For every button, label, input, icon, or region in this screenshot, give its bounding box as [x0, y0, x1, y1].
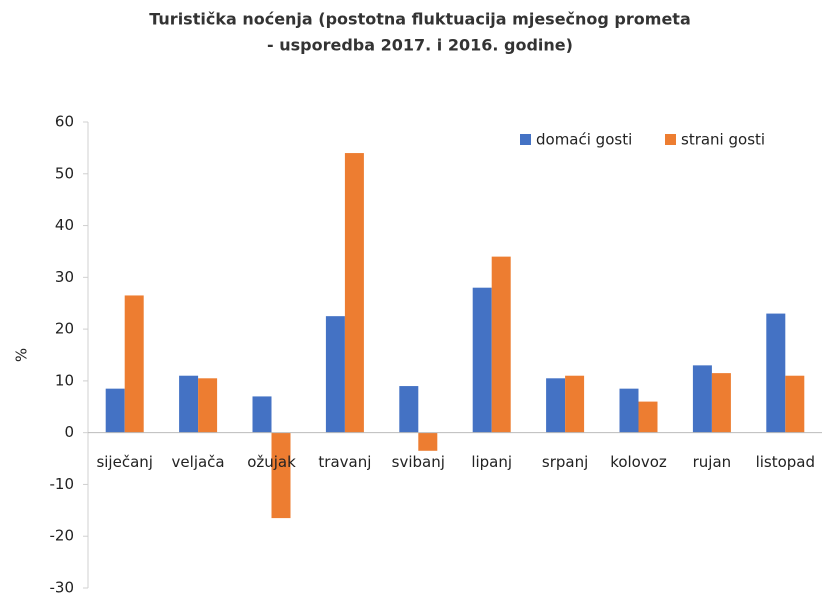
- bar: [565, 375, 585, 433]
- legend-label: domaći gosti: [536, 131, 632, 149]
- y-tick-label: -10: [50, 475, 75, 493]
- x-tick-label: veljača: [172, 453, 225, 471]
- x-tick-label: kolovoz: [610, 453, 667, 471]
- y-tick-label: 20: [55, 320, 74, 338]
- x-tick-label: svibanj: [392, 453, 445, 471]
- legend-swatch: [520, 134, 531, 145]
- bar: [785, 375, 805, 433]
- bar: [271, 432, 291, 519]
- chart-title: Turistička noćenja (postotna fluktuacija…: [149, 10, 690, 29]
- legend-swatch: [665, 134, 676, 145]
- bar: [491, 256, 511, 433]
- bar: [399, 386, 419, 433]
- bar: [179, 375, 199, 433]
- y-tick-label: 50: [55, 164, 74, 182]
- chart-title: - usporedba 2017. i 2016. godine): [267, 36, 573, 55]
- bar: [766, 313, 786, 433]
- legend-label: strani gosti: [681, 131, 765, 149]
- x-tick-label: ožujak: [247, 453, 296, 471]
- y-tick-label: 0: [64, 423, 74, 441]
- bar: [252, 396, 272, 433]
- x-tick-label: rujan: [693, 453, 732, 471]
- bar: [546, 378, 566, 433]
- x-tick-label: srpanj: [542, 453, 588, 471]
- bar: [124, 295, 144, 433]
- x-tick-label: listopad: [756, 453, 815, 471]
- y-tick-label: 60: [55, 113, 74, 131]
- bar: [472, 287, 492, 433]
- x-tick-label: lipanj: [471, 453, 512, 471]
- bar: [344, 153, 364, 433]
- x-tick-label: travanj: [318, 453, 371, 471]
- bar: [711, 373, 731, 433]
- y-tick-label: 30: [55, 268, 74, 286]
- bar: [418, 432, 438, 451]
- bar: [638, 401, 658, 433]
- bar: [619, 388, 639, 433]
- y-tick-label: 10: [55, 371, 74, 389]
- x-tick-label: siječanj: [96, 453, 153, 471]
- bar: [105, 388, 125, 433]
- bar: [325, 316, 345, 433]
- bar: [198, 378, 218, 433]
- y-tick-label: -30: [50, 579, 75, 596]
- y-tick-label: -20: [50, 527, 75, 545]
- y-tick-label: 40: [55, 216, 74, 234]
- y-axis-label: %: [13, 348, 31, 362]
- bar: [692, 365, 712, 433]
